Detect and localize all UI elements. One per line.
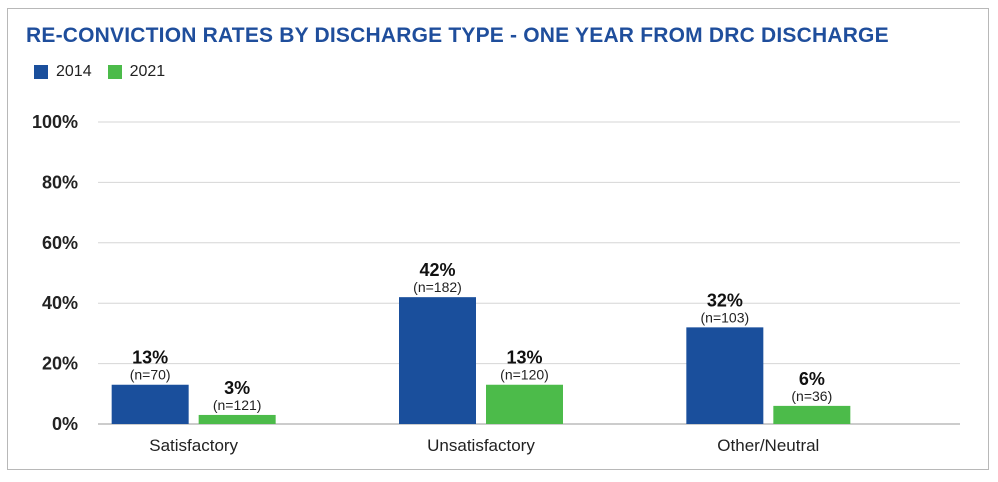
y-tick-label: 60% bbox=[42, 233, 78, 253]
data-label: 32% bbox=[707, 290, 743, 310]
legend-item-2021: 2021 bbox=[107, 63, 166, 81]
data-label: 3% bbox=[224, 378, 250, 398]
x-tick-label: Satisfactory bbox=[149, 436, 238, 455]
data-label: 6% bbox=[799, 369, 825, 389]
chart-legend: 2014 2021 bbox=[34, 63, 181, 81]
bar bbox=[399, 297, 476, 424]
y-tick-label: 20% bbox=[42, 354, 78, 374]
legend-label-2021: 2021 bbox=[129, 63, 166, 80]
bar bbox=[773, 405, 851, 424]
sample-size-label: (n=70) bbox=[130, 367, 171, 383]
x-tick-label: Unsatisfactory bbox=[427, 436, 535, 455]
data-label: 13% bbox=[132, 348, 168, 368]
bar bbox=[198, 414, 276, 424]
legend-label-2014: 2014 bbox=[56, 63, 92, 80]
x-tick-label: Other/Neutral bbox=[717, 436, 819, 455]
y-tick-label: 40% bbox=[42, 293, 78, 313]
data-label: 13% bbox=[506, 348, 542, 368]
y-tick-label: 0% bbox=[52, 414, 78, 434]
legend-swatch-2014 bbox=[34, 65, 48, 79]
bar bbox=[111, 384, 189, 424]
legend-item-2014: 2014 bbox=[34, 63, 92, 81]
y-tick-label: 100% bbox=[32, 112, 78, 132]
bar bbox=[486, 384, 563, 424]
y-tick-label: 80% bbox=[42, 172, 78, 192]
chart-title: RE-CONVICTION RATES BY DISCHARGE TYPE - … bbox=[26, 24, 889, 47]
sample-size-label: (n=121) bbox=[213, 397, 262, 413]
data-label: 42% bbox=[419, 260, 455, 280]
sample-size-label: (n=182) bbox=[413, 279, 462, 295]
sample-size-label: (n=120) bbox=[500, 367, 549, 383]
sample-size-label: (n=36) bbox=[791, 388, 832, 404]
bar bbox=[686, 327, 764, 424]
legend-swatch-2021 bbox=[107, 65, 122, 79]
sample-size-label: (n=103) bbox=[701, 309, 750, 325]
